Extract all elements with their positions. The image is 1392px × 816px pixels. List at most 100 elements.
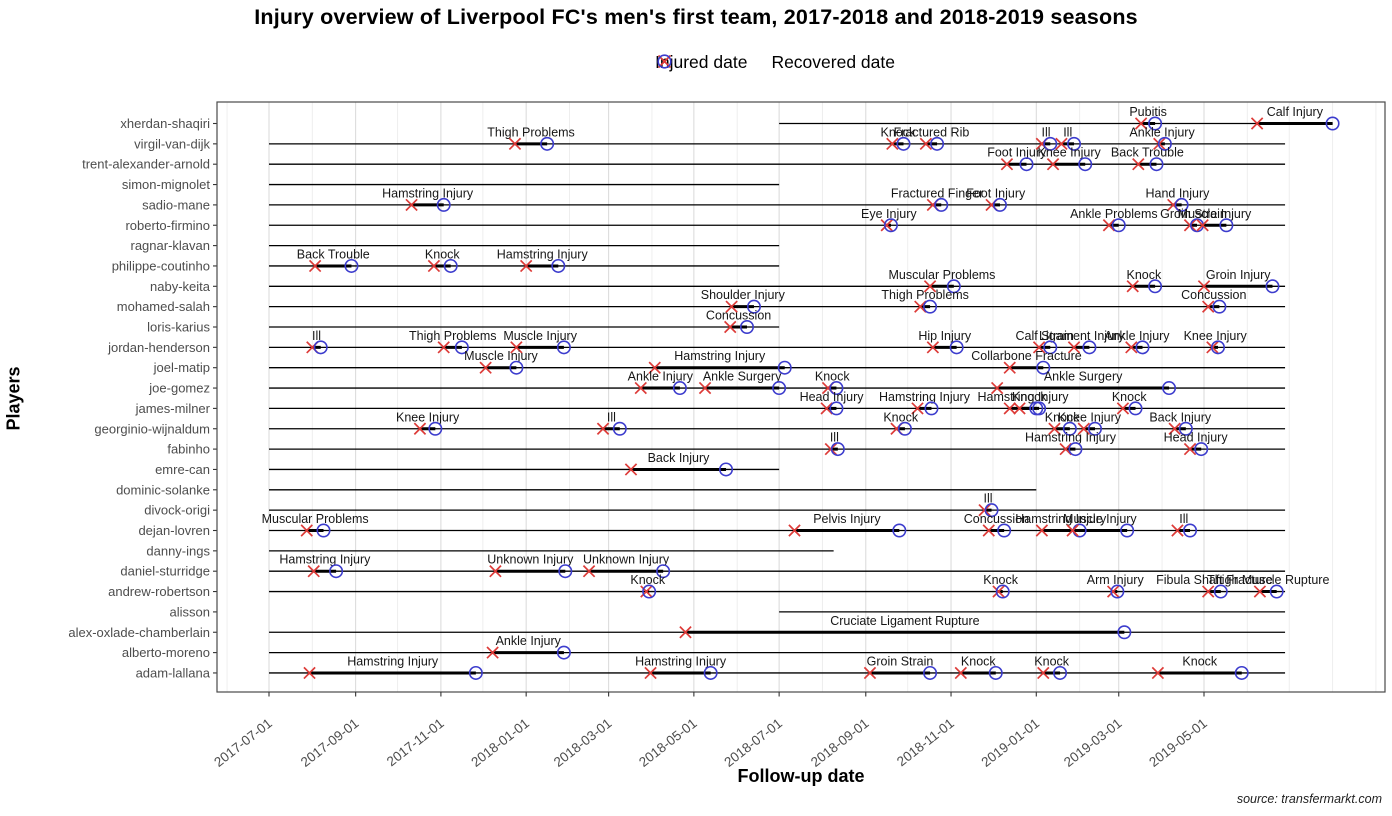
recovered-marker <box>1078 157 1093 172</box>
injured-marker <box>308 259 322 273</box>
recovered-marker <box>924 401 939 416</box>
injured-marker <box>1106 585 1120 598</box>
recovered-marker <box>923 665 938 680</box>
player-label: alex-oxlade-chamberlain <box>68 625 210 640</box>
injury-label: Cruciate Ligament Rupture <box>830 614 979 628</box>
injury-label: Knock <box>961 654 996 668</box>
x-tick-label: 2019-03-01 <box>1061 716 1125 770</box>
recovered-marker <box>436 197 451 212</box>
player-label: alisson <box>170 604 210 619</box>
injured-marker <box>479 361 492 374</box>
injured-marker <box>1003 402 1016 415</box>
injury-label: Calf Injury <box>1267 105 1324 119</box>
injury-label: Ill <box>984 492 993 506</box>
recovered-marker <box>1067 136 1082 151</box>
recovered-marker <box>556 645 571 660</box>
x-tick-label: 2018-03-01 <box>551 716 615 770</box>
recovered-marker <box>1110 584 1125 599</box>
recovered-marker <box>454 340 469 355</box>
recovered-marker <box>930 136 945 151</box>
recovered-marker <box>1128 401 1143 416</box>
recovered-marker <box>934 197 949 212</box>
x-tick-label: 2017-11-01 <box>384 716 447 770</box>
injured-marker <box>1183 442 1197 456</box>
injured-marker <box>1116 402 1130 415</box>
injury-label: Ankle Problems <box>1070 207 1158 221</box>
recovered-marker <box>443 258 458 273</box>
injury-label: Shoulder Injury <box>701 288 786 302</box>
player-label: philippe-coutinho <box>112 258 210 273</box>
injury-label: Hand Injury <box>1145 186 1210 200</box>
injured-marker <box>644 666 657 680</box>
injured-marker <box>1077 422 1091 435</box>
injured-marker <box>990 381 1004 395</box>
recovered-marker <box>777 360 792 375</box>
recovered-marker <box>1325 116 1340 131</box>
recovered-marker <box>509 360 524 375</box>
recovered-marker <box>946 279 961 294</box>
recovered-marker <box>1149 157 1164 172</box>
player-label: georginio-wijnaldum <box>94 421 210 436</box>
injured-marker <box>1055 137 1068 151</box>
injured-marker <box>911 402 924 415</box>
injury-label: Hamstring Injury <box>382 186 474 200</box>
recovered-circle-icon <box>657 54 672 69</box>
injury-label: Muscular Problems <box>888 268 995 282</box>
recovered-marker <box>1135 340 1150 355</box>
legend-label-recovered: Recovered date <box>771 52 895 72</box>
injured-marker <box>919 137 933 151</box>
x-tick-label: 2017-07-01 <box>211 716 275 770</box>
recovered-marker <box>1178 421 1193 436</box>
injury-label: Back Trouble <box>297 247 370 261</box>
player-label: mohamed-salah <box>117 299 210 314</box>
injured-marker <box>1132 157 1145 171</box>
injured-marker <box>1032 341 1046 354</box>
injured-marker <box>624 463 638 476</box>
recovered-marker <box>1157 136 1172 151</box>
recovered-marker <box>829 401 844 416</box>
injured-marker <box>1196 219 1209 232</box>
injury-label: Arm Injury <box>1087 573 1145 587</box>
injured-marker <box>698 381 712 395</box>
injury-label: Knee Injury <box>1058 410 1122 424</box>
injured-marker <box>1048 422 1061 435</box>
recovered-marker <box>1043 340 1058 355</box>
player-label: loris-karius <box>147 320 210 335</box>
injury-label: Ankle Injury <box>1129 125 1195 139</box>
injury-label: Hamstring Injury <box>1015 512 1107 526</box>
recovered-marker <box>997 523 1012 538</box>
x-tick-label: 2019-05-01 <box>1146 716 1210 770</box>
injury-label: Ligament Injury <box>1039 329 1125 343</box>
recovered-marker <box>428 421 443 436</box>
recovered-marker <box>1210 340 1225 355</box>
recovered-marker <box>1053 665 1068 680</box>
recovered-marker <box>984 503 999 518</box>
recovered-marker <box>1082 340 1097 355</box>
injury-label: Back Injury <box>1149 410 1212 424</box>
recovered-marker <box>1183 523 1198 538</box>
injury-label: Muscle Injury <box>1178 207 1252 221</box>
injury-label: Calf Strain <box>1015 329 1073 343</box>
recovered-marker <box>719 462 734 477</box>
injured-marker <box>1201 300 1215 313</box>
injury-label: Hamstring Injury <box>635 654 727 668</box>
recovered-marker <box>988 665 1003 680</box>
recovered-marker <box>551 258 566 273</box>
injury-label: Ill <box>312 329 321 343</box>
injured-marker <box>886 137 899 151</box>
injury-label: Concussion <box>1181 288 1246 302</box>
injured-marker <box>519 259 533 273</box>
injury-label: Hamstring Injury <box>978 390 1070 404</box>
recovered-marker <box>896 136 911 151</box>
injured-marker <box>954 666 968 680</box>
injured-marker <box>992 585 1005 598</box>
player-label: jordan-henderson <box>107 340 210 355</box>
x-axis-title: Follow-up date <box>737 766 865 786</box>
injured-marker <box>788 524 801 537</box>
injury-label: Knock <box>1127 268 1162 282</box>
recovered-marker <box>949 340 964 355</box>
recovered-marker <box>1120 523 1135 538</box>
player-label: divock-origi <box>144 503 210 518</box>
injured-marker <box>1003 361 1016 374</box>
